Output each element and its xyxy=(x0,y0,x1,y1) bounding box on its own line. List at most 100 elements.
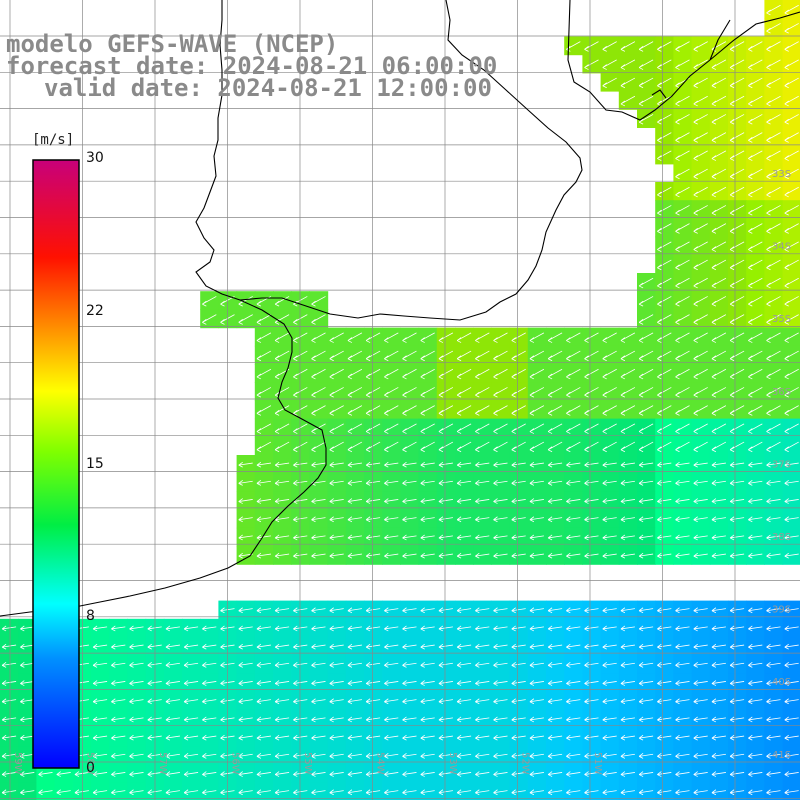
wind-arrow xyxy=(111,643,126,650)
wind-arrow xyxy=(784,423,799,434)
wind-arrow xyxy=(165,789,180,796)
wind-arrow xyxy=(402,498,417,504)
wind-arrow xyxy=(584,753,599,759)
wind-arrow xyxy=(693,643,708,650)
wind-arrow xyxy=(748,516,763,523)
wind-arrow xyxy=(329,753,344,759)
wind-speed-cell xyxy=(364,382,383,401)
wind-arrow xyxy=(657,516,672,523)
wind-arrow xyxy=(529,423,545,434)
wind-arrow xyxy=(529,534,544,541)
wind-speed-cell xyxy=(618,36,638,56)
wind-arrow xyxy=(256,680,271,686)
wind-arrow xyxy=(584,789,599,796)
wind-speed-cell xyxy=(418,364,438,383)
wind-arrow xyxy=(511,662,526,668)
wind-speed-cell xyxy=(618,364,638,383)
wind-arrow xyxy=(657,186,672,198)
wind-speed-cell xyxy=(764,345,784,365)
wind-arrow xyxy=(329,734,344,741)
wind-speed-cell xyxy=(546,418,565,438)
wind-arrow xyxy=(511,789,526,796)
wind-arrow xyxy=(566,332,581,343)
wind-arrow xyxy=(274,296,290,307)
wind-arrow xyxy=(329,552,344,559)
wind-arrow xyxy=(238,734,253,741)
wind-arrow xyxy=(256,753,271,759)
wind-arrow xyxy=(584,643,599,650)
wind-speed-cell xyxy=(582,418,602,438)
wind-arrow xyxy=(729,716,745,723)
wind-arrow xyxy=(675,150,690,161)
wind-arrow xyxy=(511,716,526,723)
wind-arrow xyxy=(675,405,690,416)
wind-arrow xyxy=(729,461,745,468)
wind-speed-cell xyxy=(709,436,729,456)
latitude-label: 33S xyxy=(772,169,791,180)
wind-arrow xyxy=(202,734,217,741)
wind-arrow xyxy=(456,368,472,380)
wind-arrow xyxy=(311,716,326,723)
wind-arrow xyxy=(748,168,763,180)
wind-arrow xyxy=(711,753,726,759)
wind-arrow xyxy=(456,716,472,723)
wind-speed-cell xyxy=(746,364,765,383)
wind-arrow xyxy=(693,277,708,289)
latitude-label: 37S xyxy=(772,459,791,470)
wind-speed-cell xyxy=(618,345,638,365)
wind-arrow xyxy=(584,387,599,398)
colorbar xyxy=(32,159,80,769)
wind-speed-cell xyxy=(473,382,492,401)
wind-speed-cell xyxy=(709,418,729,438)
wind-arrow xyxy=(256,607,271,614)
wind-arrow xyxy=(547,643,563,650)
wind-arrow xyxy=(693,680,708,686)
wind-arrow xyxy=(711,59,727,70)
wind-speed-cell xyxy=(364,364,383,383)
wind-arrow xyxy=(657,734,672,741)
longitude-label: 53W xyxy=(447,752,458,775)
wind-arrow xyxy=(675,296,690,307)
wind-speed-cell xyxy=(364,345,383,365)
wind-arrow xyxy=(748,680,763,686)
wind-speed-cell xyxy=(473,345,492,365)
wind-speed-cell xyxy=(418,400,438,420)
wind-arrow xyxy=(693,241,708,252)
wind-arrow xyxy=(256,534,271,541)
wind-arrow xyxy=(274,753,290,759)
wind-speed-cell xyxy=(709,127,729,147)
wind-speed-cell xyxy=(655,145,674,165)
wind-speed-cell xyxy=(436,418,456,438)
wind-arrow xyxy=(493,789,508,796)
wind-arrow xyxy=(420,698,435,705)
wind-speed-cell xyxy=(546,327,565,347)
wind-arrow xyxy=(493,552,508,559)
wind-speed-cell xyxy=(764,273,784,292)
wind-arrow xyxy=(748,771,763,777)
wind-speed-cell xyxy=(673,54,693,74)
wind-arrow xyxy=(711,387,727,398)
wind-arrow xyxy=(602,789,617,796)
wind-arrow xyxy=(638,368,654,380)
wind-arrow xyxy=(784,168,799,180)
wind-speed-cell xyxy=(546,345,565,365)
wind-speed-cell xyxy=(637,364,656,383)
wind-arrow xyxy=(657,41,672,52)
wind-speed-cell xyxy=(546,436,565,456)
wind-arrow xyxy=(402,753,417,759)
wind-arrow xyxy=(347,332,363,343)
wind-speed-cell xyxy=(436,400,456,420)
wind-arrow xyxy=(384,643,399,650)
wind-arrow xyxy=(675,552,690,559)
wind-arrow xyxy=(566,643,581,650)
wind-arrow xyxy=(766,150,781,161)
wind-arrow xyxy=(766,23,781,34)
wind-speed-cell xyxy=(400,382,420,401)
wind-speed-cell xyxy=(527,364,547,383)
wind-arrow xyxy=(384,516,399,523)
wind-arrow xyxy=(456,771,472,777)
wind-speed-cell xyxy=(345,436,365,456)
wind-arrow xyxy=(183,662,199,668)
wind-speed-cell xyxy=(273,327,292,347)
wind-arrow xyxy=(493,405,508,416)
